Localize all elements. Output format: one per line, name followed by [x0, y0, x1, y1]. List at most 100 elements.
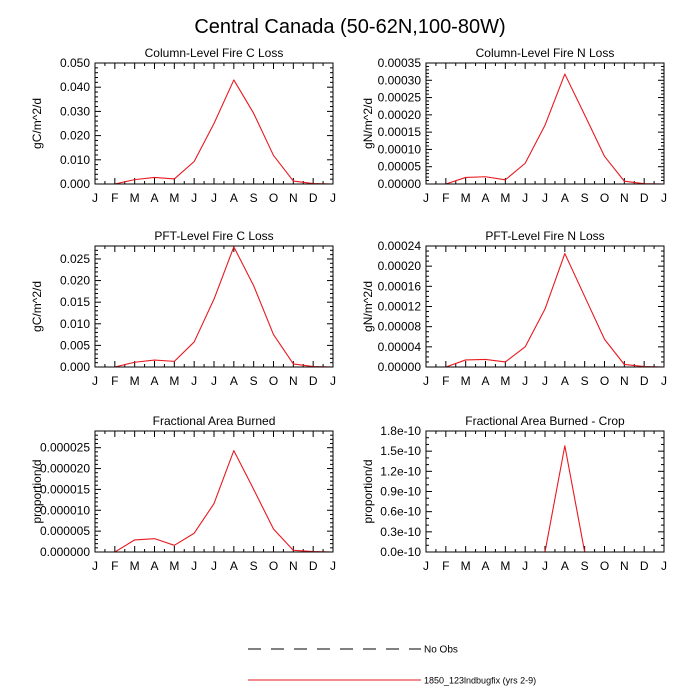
x-tick-label: J — [191, 374, 197, 388]
y-axis-label: gC/m^2/d — [30, 98, 44, 149]
x-tick-label: F — [442, 191, 449, 205]
y-tick-label: 0.025 — [60, 252, 90, 266]
y-tick-label: 0.000 — [60, 360, 90, 374]
y-tick-label: 0.00016 — [378, 279, 422, 293]
panel-title: Column-Level Fire N Loss — [476, 46, 615, 60]
x-tick-label: J — [522, 374, 528, 388]
x-tick-label: J — [423, 559, 429, 573]
x-tick-label: J — [522, 559, 528, 573]
y-axis-label: gN/m^2/d — [361, 98, 375, 149]
y-tick-label: 0.00020 — [378, 259, 422, 273]
y-tick-label: 0.000015 — [40, 482, 90, 496]
y-tick-label: 1.5e-10 — [380, 444, 421, 458]
legend-label: 1850_123lndbugfix (yrs 2-9) — [424, 676, 536, 686]
y-tick-label: 0.020 — [60, 274, 90, 288]
x-tick-label: A — [561, 374, 569, 388]
y-axis-label: proportion/d — [30, 459, 44, 523]
panel-title: PFT-Level Fire N Loss — [485, 229, 604, 243]
x-tick-label: O — [600, 559, 609, 573]
y-tick-label: 0.000000 — [40, 545, 90, 559]
plot-frame — [94, 430, 334, 553]
x-tick-label: J — [423, 191, 429, 205]
y-tick-label: 0.6e-10 — [380, 505, 421, 519]
x-tick-label: F — [442, 374, 449, 388]
x-tick-label: F — [442, 559, 449, 573]
y-tick-label: 0.00000 — [378, 360, 422, 374]
series-line — [95, 450, 334, 553]
x-tick-label: J — [330, 191, 336, 205]
x-tick-label: D — [309, 374, 318, 388]
figure-title: Central Canada (50-62N,100-80W) — [194, 16, 505, 38]
x-tick-label: J — [661, 559, 667, 573]
x-tick-label: D — [640, 559, 649, 573]
x-tick-label: M — [130, 374, 140, 388]
x-tick-label: N — [289, 559, 298, 573]
y-tick-label: 0.005 — [60, 338, 90, 352]
y-tick-label: 0.00035 — [378, 56, 422, 70]
x-tick-label: J — [542, 191, 548, 205]
x-tick-label: J — [661, 374, 667, 388]
x-tick-label: S — [250, 191, 258, 205]
x-tick-label: J — [330, 559, 336, 573]
y-tick-label: 0.00030 — [378, 73, 422, 87]
x-tick-label: N — [620, 559, 629, 573]
y-tick-label: 0.010 — [60, 317, 90, 331]
x-tick-label: M — [500, 191, 510, 205]
series-line — [95, 79, 334, 185]
x-tick-label: A — [150, 374, 158, 388]
y-tick-label: 0.00008 — [378, 320, 422, 334]
y-tick-label: 0.3e-10 — [380, 525, 421, 539]
x-tick-label: J — [211, 191, 217, 205]
x-tick-label: J — [92, 559, 98, 573]
y-tick-label: 0.050 — [60, 56, 90, 70]
series-line — [95, 246, 334, 368]
x-tick-label: J — [661, 191, 667, 205]
x-tick-label: J — [542, 559, 548, 573]
y-tick-label: 0.020 — [60, 129, 90, 143]
panel-title: Column-Level Fire C Loss — [145, 46, 284, 60]
x-tick-label: N — [289, 191, 298, 205]
x-tick-label: O — [600, 374, 609, 388]
y-tick-label: 0.00010 — [378, 142, 422, 156]
x-tick-label: O — [269, 374, 278, 388]
x-tick-label: M — [169, 374, 179, 388]
x-tick-label: J — [211, 374, 217, 388]
x-tick-label: D — [309, 559, 318, 573]
x-tick-label: A — [481, 191, 489, 205]
y-axis-label: gC/m^2/d — [30, 281, 44, 332]
plot-frame — [425, 62, 665, 185]
y-tick-label: 0.00005 — [378, 160, 422, 174]
x-tick-label: O — [600, 191, 609, 205]
y-tick-label: 0.00020 — [378, 108, 422, 122]
x-tick-label: S — [250, 559, 258, 573]
x-tick-label: A — [230, 559, 238, 573]
y-tick-label: 0.00012 — [378, 300, 422, 314]
series-line — [426, 73, 665, 185]
panel-title: Fractional Area Burned — [153, 414, 276, 428]
y-tick-label: 0.030 — [60, 104, 90, 118]
x-tick-label: D — [640, 191, 649, 205]
x-tick-label: J — [211, 559, 217, 573]
x-tick-label: A — [481, 374, 489, 388]
x-tick-label: J — [191, 191, 197, 205]
x-tick-label: D — [640, 374, 649, 388]
y-tick-label: 0.00015 — [378, 125, 422, 139]
y-tick-label: 0.9e-10 — [380, 485, 421, 499]
x-tick-label: O — [269, 191, 278, 205]
series-line — [426, 253, 665, 368]
chart-panel-6: Fractional Area Burned - Crop proportion/… — [361, 414, 667, 573]
x-tick-label: A — [230, 374, 238, 388]
x-tick-label: F — [111, 374, 118, 388]
x-tick-label: M — [169, 559, 179, 573]
x-tick-label: S — [581, 191, 589, 205]
x-tick-label: J — [542, 374, 548, 388]
y-tick-label: 0.000020 — [40, 462, 90, 476]
y-tick-label: 0.00004 — [378, 340, 422, 354]
x-tick-label: F — [111, 559, 118, 573]
x-tick-label: M — [500, 559, 510, 573]
y-axis-label: proportion/d — [361, 459, 375, 523]
